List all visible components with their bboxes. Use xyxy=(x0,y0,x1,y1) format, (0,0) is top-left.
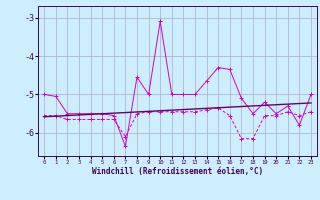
X-axis label: Windchill (Refroidissement éolien,°C): Windchill (Refroidissement éolien,°C) xyxy=(92,167,263,176)
